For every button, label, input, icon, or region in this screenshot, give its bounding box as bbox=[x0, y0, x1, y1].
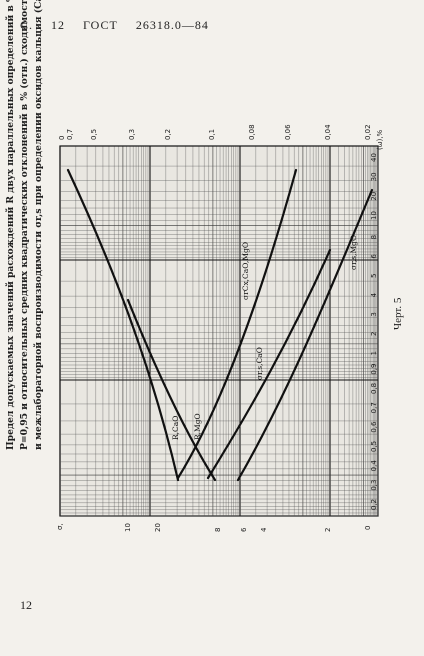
left-tick-label: 6 bbox=[240, 527, 248, 532]
top-tick-label: 0,5 bbox=[90, 129, 98, 140]
top-tick-label: 0,3 bbox=[128, 129, 136, 140]
right-tick-label: 0,8 bbox=[370, 383, 378, 394]
right-axis-ticks: 40 30 20 10 8 6 5 4 3 2 1 0,9 0,8 0,7 0,6 0,5 0,4 0,3 0,2 bbox=[370, 153, 378, 510]
top-tick-label: 0,1 bbox=[208, 129, 216, 140]
right-tick-label: 0,4 bbox=[370, 460, 378, 472]
left-tick-label: 4 bbox=[260, 527, 268, 532]
right-tick-label: 6 bbox=[370, 254, 378, 259]
right-tick-label: 0,6 bbox=[370, 421, 378, 433]
label-s-rs-cao: σr,s,CaO bbox=[255, 347, 264, 380]
curve-s-rs-cao bbox=[206, 248, 332, 480]
label-r-mgo: R,MgO bbox=[193, 413, 202, 440]
top-tick-label: 0,02 bbox=[364, 124, 372, 140]
right-tick-label: 2 bbox=[370, 332, 378, 336]
top-tick-label: 0,2 bbox=[164, 129, 172, 140]
right-tick-label: 0,7 bbox=[370, 402, 378, 413]
label-s-cao-mgo: σrCx,CaO,MgO bbox=[241, 242, 250, 300]
curve-s-rs-mgo bbox=[236, 188, 374, 482]
top-tick-label: 0,7 bbox=[66, 129, 74, 140]
header-page: 12 bbox=[51, 18, 66, 32]
right-tick-label: 0,2 bbox=[370, 499, 378, 510]
top-axis-ticks: 0,7 0,5 0,3 0,2 0,1 0,08 0,06 0,04 0,02 bbox=[66, 124, 372, 140]
chart-grid bbox=[59, 145, 379, 517]
top-tick-label: 0,04 bbox=[324, 124, 332, 140]
chart-curves bbox=[66, 168, 374, 482]
label-r-cao: R,CaO bbox=[171, 416, 180, 440]
left-axis-prefix: σ, bbox=[56, 523, 64, 530]
right-tick-label: 10 bbox=[370, 211, 378, 220]
right-tick-label: 0,3 bbox=[370, 480, 378, 491]
header-prefix: С. bbox=[20, 18, 34, 32]
right-tick-label: 0,5 bbox=[370, 441, 378, 452]
chart-frame bbox=[59, 145, 379, 517]
page-number: 12 bbox=[20, 598, 32, 612]
header-standard: ГОСТ bbox=[83, 18, 118, 32]
right-tick-label: 30 bbox=[370, 172, 378, 181]
right-tick-label: 5 bbox=[370, 274, 378, 278]
label-s-rs-mgo: σr,s,MgO bbox=[349, 235, 358, 270]
top-tick-label: 0,06 bbox=[284, 124, 292, 140]
right-tick-label: 20 bbox=[370, 192, 378, 201]
curve-s-cao-mgo bbox=[176, 168, 298, 480]
right-tick-label: 4 bbox=[370, 292, 378, 297]
right-tick-label: 1 bbox=[370, 351, 378, 355]
left-tick-label: 2 bbox=[324, 528, 332, 532]
top-tick-zero: 0 bbox=[58, 136, 66, 140]
top-right-axis-label: (ω),% bbox=[376, 129, 384, 150]
right-tick-label: 8 bbox=[370, 235, 378, 239]
curve-r-cao bbox=[66, 168, 180, 482]
figure-label: Черт. 5 bbox=[392, 297, 404, 330]
right-tick-label: 40 bbox=[370, 153, 378, 162]
left-tick-label: 8 bbox=[214, 528, 222, 532]
left-tick-label: 20 bbox=[154, 523, 162, 532]
top-tick-label: 0,08 bbox=[248, 124, 256, 140]
right-tick-label: 0,9 bbox=[370, 364, 378, 375]
right-tick-label: 3 bbox=[370, 312, 378, 316]
page-header: С. 12 ГОСТ 26318.0—84 bbox=[20, 18, 223, 33]
left-axis-ticks: 20 10 8 6 4 2 bbox=[124, 523, 332, 532]
left-tick-label: 10 bbox=[124, 523, 132, 532]
header-code: 26318.0—84 bbox=[135, 18, 209, 32]
left-bottom-zero: 0 bbox=[364, 526, 372, 530]
curve-r-mgo bbox=[126, 298, 217, 482]
